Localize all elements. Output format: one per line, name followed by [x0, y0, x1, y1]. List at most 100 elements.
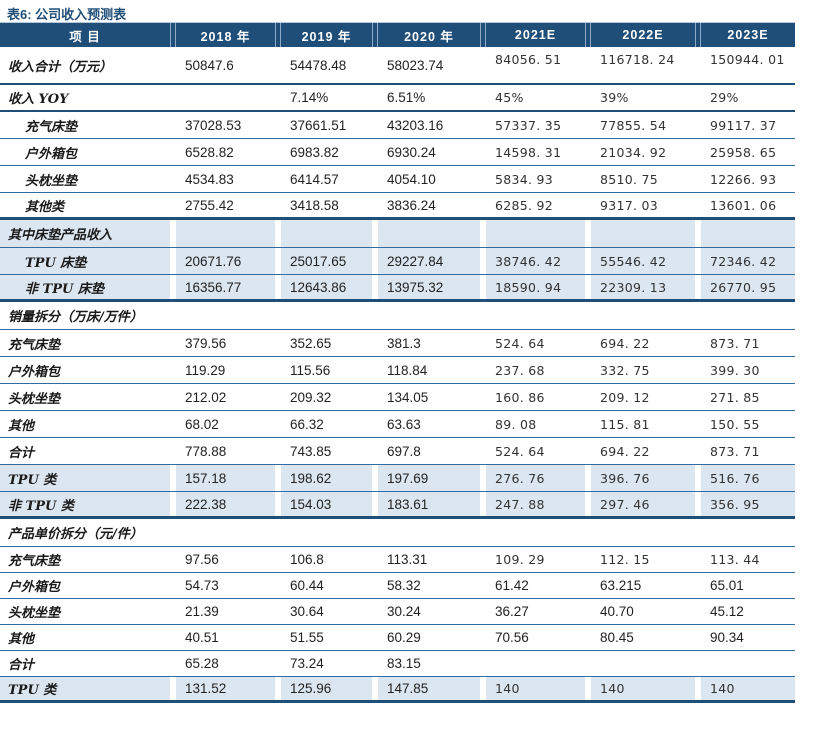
column-gap [170, 248, 176, 274]
cell-value: 6414.57 [290, 171, 339, 187]
cell-value: 40.70 [600, 604, 634, 619]
cell-value: 25017.65 [281, 248, 372, 274]
column-gap [372, 547, 378, 572]
row-label: 头枕坐垫 [8, 606, 61, 621]
cell-value: 140 [591, 677, 695, 700]
table-row: TPU 类 131.52 125.96 147.85 140 140 140 [0, 677, 795, 703]
cell-value [486, 302, 585, 329]
cell-value [176, 519, 275, 546]
column-gap [480, 625, 486, 650]
cell-value: 14598. 31 [495, 144, 562, 160]
column-gap [480, 384, 486, 410]
cell-value: 119.29 [185, 362, 226, 378]
column-gap [170, 112, 176, 138]
cell-value: 99117. 37 [710, 117, 777, 133]
row-label: 充气床垫 [25, 119, 78, 135]
cell-value: 150944. 01 [710, 52, 785, 67]
cell-value: 9317. 03 [600, 197, 659, 213]
cell-value: 5834. 93 [495, 171, 554, 187]
cell-value: 697.8 [387, 443, 421, 459]
cell-value: 16356.77 [176, 275, 275, 299]
column-gap [480, 139, 486, 165]
cell-value: 198.62 [281, 465, 372, 491]
column-gap [585, 547, 591, 572]
cell-value: 20671.76 [176, 248, 275, 274]
row-label: 户外箱包 [25, 146, 78, 162]
column-gap [275, 330, 281, 356]
cell-value: 140 [701, 677, 795, 700]
cell-value: 154.03 [281, 492, 372, 516]
row-label: 其他 [8, 632, 35, 647]
cell-value: 271. 85 [710, 389, 760, 405]
column-gap [275, 302, 281, 329]
cell-value: 45.12 [710, 604, 744, 619]
cell-value: 150. 55 [710, 416, 760, 432]
row-label: 其他类 [25, 199, 65, 215]
column-header-2022e: 2022E [622, 28, 664, 42]
column-gap [695, 465, 701, 491]
row-label: 充气床垫 [8, 554, 61, 569]
cell-value: 30.64 [290, 604, 324, 619]
cell-value: 70.56 [495, 630, 529, 645]
column-gap [275, 573, 281, 598]
column-gap [695, 275, 701, 299]
column-gap [480, 112, 486, 138]
column-gap [275, 166, 281, 192]
column-gap [585, 677, 591, 700]
column-gap [695, 651, 701, 676]
cell-value [486, 651, 585, 676]
cell-value: 2755.42 [185, 197, 234, 213]
column-gap [372, 139, 378, 165]
cell-value: 61.42 [495, 578, 529, 593]
table-row: 头枕坐垫 21.39 30.64 30.24 36.27 40.70 45.12 [0, 599, 795, 625]
table-row: 头枕坐垫 4534.83 6414.57 4054.10 5834. 93 8510. 7… [0, 166, 795, 193]
column-gap [585, 193, 591, 217]
column-gap [585, 465, 591, 491]
cell-value [701, 302, 795, 329]
column-gap [170, 302, 176, 329]
row-label: 合计 [8, 658, 35, 673]
column-gap [585, 599, 591, 624]
cell-value: 63.215 [600, 578, 642, 593]
column-gap [480, 411, 486, 437]
cell-value: 112. 15 [600, 552, 650, 567]
cell-value: 21.39 [185, 604, 219, 619]
column-gap [372, 85, 378, 110]
cell-value: 72346. 42 [701, 248, 795, 274]
cell-value: 18590. 94 [486, 275, 585, 299]
column-gap [372, 573, 378, 598]
cell-value: 109. 29 [495, 552, 545, 567]
column-gap [275, 275, 281, 299]
column-gap [170, 599, 176, 624]
cell-value: 516. 76 [701, 465, 795, 491]
cell-value: 118.84 [387, 362, 428, 378]
cell-value: 13601. 06 [710, 197, 777, 213]
table-row: 其他 68.02 66.32 63.63 89. 08 115. 81 150. 55 [0, 411, 795, 438]
column-gap [695, 220, 701, 247]
table-row: TPU 床垫 20671.76 25017.65 29227.84 38746. 42 5… [0, 248, 795, 275]
row-label: 产品单价拆分（元/件） [8, 527, 143, 542]
section-header-row: 产品单价拆分（元/件） [0, 519, 795, 547]
header-column-gap [585, 23, 591, 47]
column-gap [372, 47, 378, 83]
column-gap [480, 85, 486, 110]
column-gap [170, 547, 176, 572]
table-row: 其他类 2755.42 3418.58 3836.24 6285. 92 9317. 03… [0, 193, 795, 220]
cell-value: 6528.82 [185, 144, 234, 160]
column-gap [170, 384, 176, 410]
column-gap [372, 625, 378, 650]
column-gap [480, 651, 486, 676]
row-label: 其中床垫产品收入 [0, 220, 170, 247]
table-row: 户外箱包 6528.82 6983.82 6930.24 14598. 31 21034.… [0, 139, 795, 166]
cell-value [591, 651, 695, 676]
cell-value [701, 519, 795, 546]
column-gap [480, 465, 486, 491]
cell-value [378, 519, 480, 546]
column-gap [585, 651, 591, 676]
column-gap [372, 330, 378, 356]
row-label: 其他 [8, 418, 35, 434]
column-gap [275, 248, 281, 274]
cell-value: 37661.51 [290, 117, 347, 133]
column-gap [695, 85, 701, 110]
cell-value: 30.24 [387, 604, 421, 619]
